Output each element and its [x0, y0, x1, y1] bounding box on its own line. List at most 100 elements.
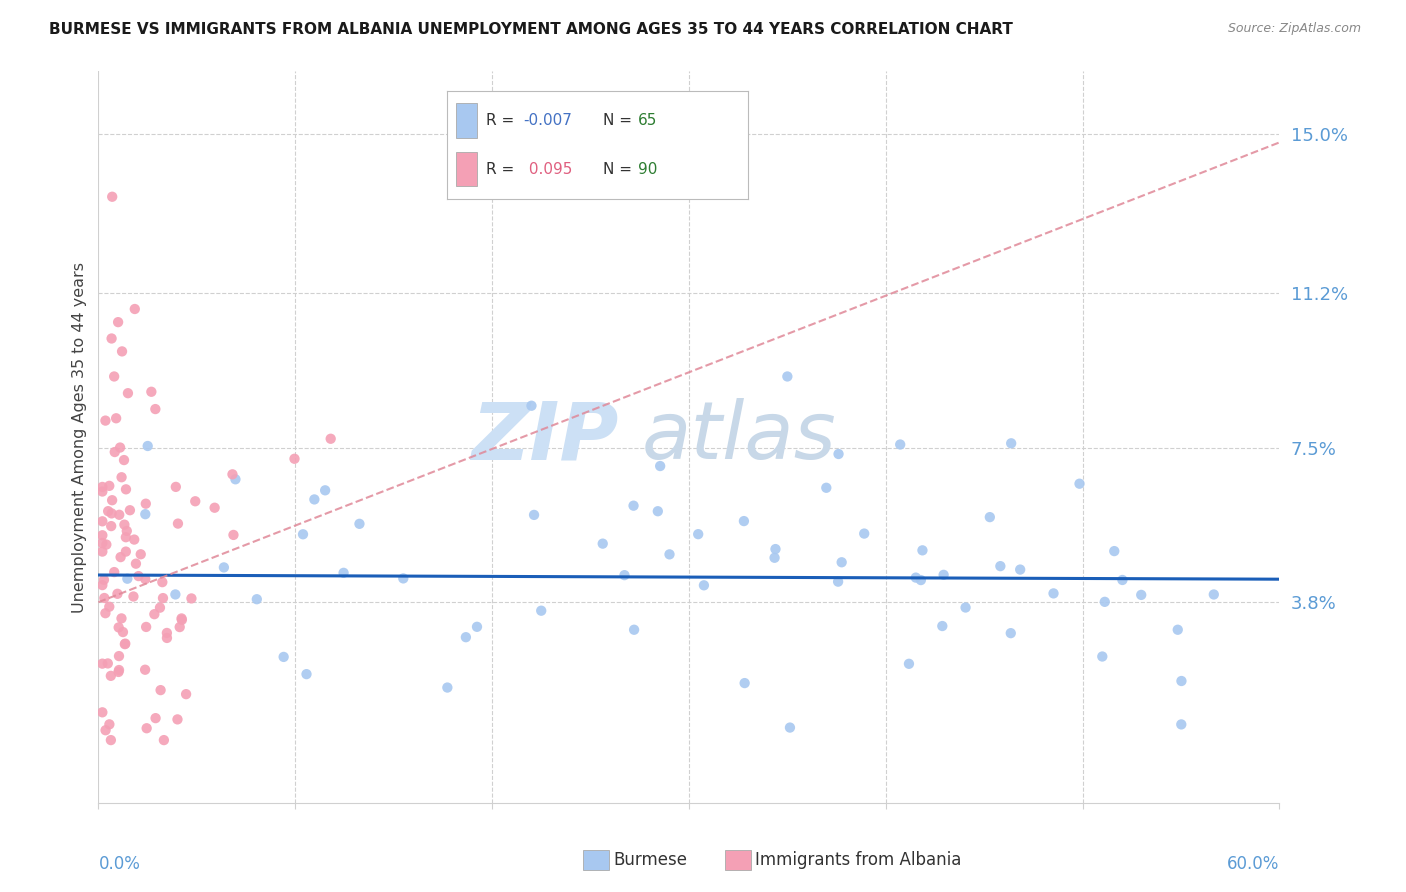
Point [115, 544, 138, 558]
Point [1170, 673, 1192, 688]
Point [349, 516, 371, 531]
Point [118, 503, 141, 517]
Point [1000, 626, 1022, 640]
Point [91, 536, 114, 550]
Point [108, 663, 131, 677]
Point [592, 536, 614, 550]
Text: BURMESE VS IMMIGRANTS FROM ALBANIA UNEMPLOYMENT AMONG AGES 35 TO 44 YEARS CORREL: BURMESE VS IMMIGRANTS FROM ALBANIA UNEMP… [49, 22, 1014, 37]
Point [122, 590, 145, 604]
Point [897, 657, 920, 671]
Point [135, 620, 157, 634]
Point [97, 657, 120, 671]
Point [97, 504, 120, 518]
Text: 60.0%: 60.0% [1227, 855, 1279, 873]
Point [91, 480, 114, 494]
Point [304, 492, 326, 507]
Point [170, 611, 193, 625]
Point [105, 411, 128, 425]
Point [112, 517, 135, 532]
Point [465, 620, 488, 634]
Point [134, 663, 156, 677]
Point [1042, 586, 1064, 600]
Point [91, 657, 114, 671]
Point [332, 566, 354, 580]
Point [112, 453, 135, 467]
Point [169, 620, 191, 634]
Point [111, 344, 134, 359]
Point [134, 507, 156, 521]
Point [1010, 563, 1032, 577]
Point [115, 483, 138, 497]
Point [103, 565, 125, 579]
Text: Source: ZipAtlas.com: Source: ZipAtlas.com [1227, 22, 1361, 36]
Point [128, 569, 150, 583]
Point [98, 717, 121, 731]
Point [1111, 573, 1133, 587]
Point [94, 414, 117, 428]
Point [107, 665, 129, 679]
Point [688, 527, 710, 541]
Point [91, 528, 114, 542]
Point [94, 606, 117, 620]
Point [932, 567, 955, 582]
Point [224, 472, 246, 486]
Point [212, 560, 235, 574]
Point [1069, 476, 1091, 491]
Point [295, 667, 318, 681]
Point [100, 669, 122, 683]
Point [650, 458, 672, 473]
Point [911, 543, 934, 558]
Point [143, 402, 166, 417]
Point [103, 369, 125, 384]
Point [110, 550, 132, 565]
Point [98, 599, 121, 614]
Point [141, 384, 163, 399]
Point [454, 630, 477, 644]
Point [520, 399, 543, 413]
Point [101, 493, 124, 508]
Point [273, 649, 295, 664]
Point [93, 591, 115, 605]
Point [693, 578, 716, 592]
Point [314, 483, 336, 498]
Point [647, 504, 669, 518]
Point [93, 573, 115, 587]
Point [100, 519, 122, 533]
Point [150, 575, 173, 590]
Point [623, 499, 645, 513]
Point [98, 479, 121, 493]
Point [134, 572, 156, 586]
Point [613, 568, 636, 582]
Point [166, 712, 188, 726]
Point [100, 331, 122, 345]
Point [124, 301, 146, 316]
Point [94, 723, 117, 738]
Text: atlas: atlas [641, 398, 837, 476]
Point [246, 592, 269, 607]
Point [1104, 544, 1126, 558]
Point [283, 451, 305, 466]
Point [110, 470, 132, 484]
Text: ZIP: ZIP [471, 398, 619, 476]
Point [104, 445, 127, 459]
Point [763, 550, 786, 565]
Point [222, 528, 245, 542]
Point [530, 604, 553, 618]
Point [904, 571, 927, 585]
Y-axis label: Unemployment Among Ages 35 to 44 years: Unemployment Among Ages 35 to 44 years [72, 261, 87, 613]
Point [931, 619, 953, 633]
Point [125, 557, 148, 571]
Point [623, 623, 645, 637]
Point [889, 437, 911, 451]
Point [115, 524, 138, 538]
Point [979, 510, 1001, 524]
Point [156, 626, 179, 640]
Point [156, 631, 179, 645]
Point [831, 555, 853, 569]
Point [108, 649, 131, 664]
Point [184, 494, 207, 508]
Point [117, 386, 139, 401]
Point [733, 514, 755, 528]
Point [91, 578, 114, 592]
Point [658, 547, 681, 561]
